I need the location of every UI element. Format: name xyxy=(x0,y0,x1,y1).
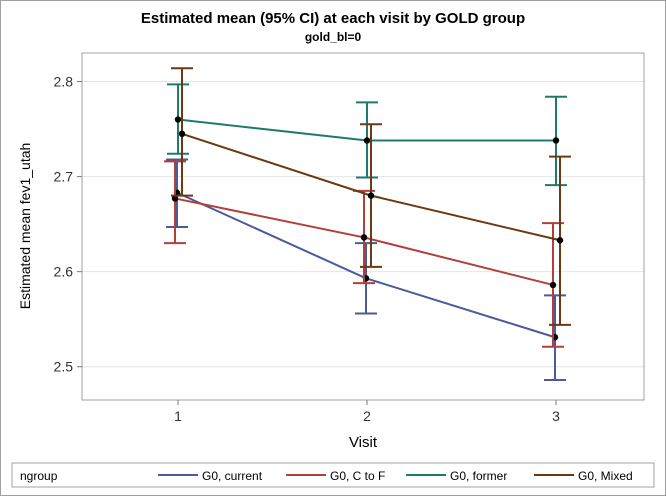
mean-point xyxy=(549,281,557,289)
mean-point xyxy=(367,192,375,199)
mean-point xyxy=(556,237,564,244)
x-tick-label: 1 xyxy=(174,408,182,424)
legend-title: ngroup xyxy=(20,469,58,483)
legend-box xyxy=(11,462,655,488)
mean-point xyxy=(363,137,371,144)
series-g0-mixed xyxy=(171,67,571,326)
mean-point xyxy=(552,137,560,144)
mean-point xyxy=(178,130,186,138)
y-axis-ticks: 2.5 2.6 2.7 2.8 xyxy=(54,74,82,375)
mean-point xyxy=(174,116,182,123)
series-g0-current xyxy=(166,158,566,382)
chart-subtitle: gold_bl=0 xyxy=(304,30,362,44)
x-axis-label: Visit xyxy=(349,434,378,451)
mean-point xyxy=(360,234,368,241)
y-tick-label: 2.6 xyxy=(54,264,74,280)
legend-label: G0, C to F xyxy=(330,469,385,483)
legend-label: G0, former xyxy=(450,469,507,483)
legend-items: G0, current G0, C to F G0, former G0, Mixed xyxy=(158,469,633,483)
chart-title: Estimated mean (95% CI) at each visit by… xyxy=(140,10,526,27)
legend-label: G0, Mixed xyxy=(578,469,633,483)
y-tick-label: 2.7 xyxy=(54,169,74,185)
series-layer xyxy=(164,67,571,382)
y-tick-label: 2.5 xyxy=(54,359,74,375)
plot-area xyxy=(81,52,645,401)
legend-label: G0, current xyxy=(202,469,263,483)
series-g0-former xyxy=(167,83,567,187)
y-axis-label: Estimated mean fev1_utah xyxy=(17,143,33,310)
series-g0-c-to-f xyxy=(164,160,564,348)
x-tick-label: 2 xyxy=(363,408,371,424)
y-tick-label: 2.8 xyxy=(54,74,74,90)
mean-point xyxy=(171,195,179,202)
x-axis-ticks: 1 2 3 xyxy=(174,400,560,424)
x-tick-label: 3 xyxy=(552,408,560,424)
